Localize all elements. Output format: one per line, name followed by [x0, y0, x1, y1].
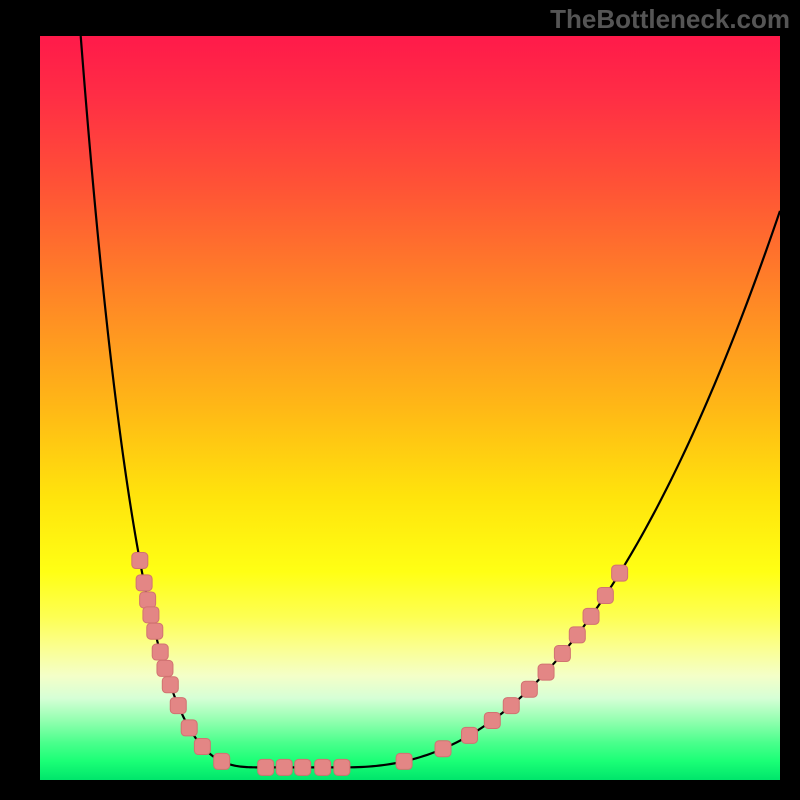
curve-marker [276, 759, 292, 775]
curve-marker [140, 592, 156, 608]
curve-marker [315, 759, 331, 775]
curve-marker [396, 753, 412, 769]
curve-marker [435, 741, 451, 757]
curve-marker [170, 698, 186, 714]
curve-marker [132, 553, 148, 569]
curve-marker [334, 759, 350, 775]
plot-area [40, 36, 780, 780]
curve-marker [162, 677, 178, 693]
curve-marker [462, 727, 478, 743]
curve-marker [597, 587, 613, 603]
curve-marker [152, 644, 168, 660]
curve-marker [538, 664, 554, 680]
curve-marker [157, 660, 173, 676]
watermark-text: TheBottleneck.com [550, 4, 790, 35]
curve-marker [181, 720, 197, 736]
curve-marker [484, 712, 500, 728]
curve-marker [569, 627, 585, 643]
curve-marker [214, 753, 230, 769]
curve-marker [194, 739, 210, 755]
curve-marker [612, 565, 628, 581]
bottleneck-chart [40, 36, 780, 780]
curve-marker [147, 623, 163, 639]
curve-marker [295, 759, 311, 775]
curve-marker [503, 698, 519, 714]
curve-marker [143, 607, 159, 623]
bottleneck-curve [81, 36, 780, 767]
curve-marker [258, 759, 274, 775]
curve-marker [136, 575, 152, 591]
curve-marker [583, 608, 599, 624]
curve-marker [521, 681, 537, 697]
curve-marker [554, 646, 570, 662]
